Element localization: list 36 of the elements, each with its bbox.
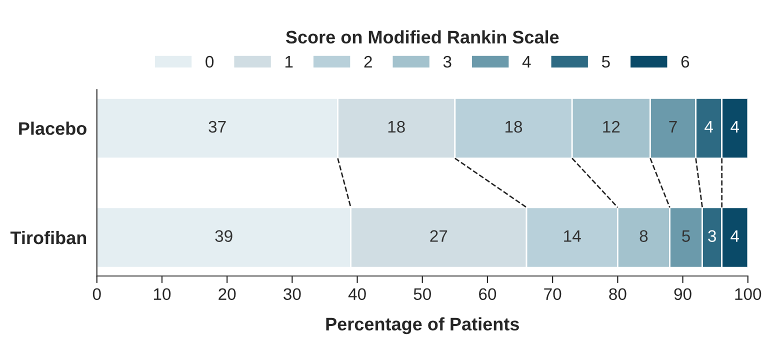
legend-label: 2 xyxy=(364,56,372,68)
x-tick-label: 90 xyxy=(674,288,692,300)
x-tick-label: 40 xyxy=(348,288,366,300)
legend-label: 4 xyxy=(522,56,531,68)
data-label: 18 xyxy=(506,120,522,133)
legend-label: 6 xyxy=(681,56,690,68)
data-label: 4 xyxy=(730,121,739,133)
data-label: 18 xyxy=(388,120,405,133)
y-tick-label: Tirofiban xyxy=(10,230,86,244)
legend-label: 0 xyxy=(206,56,214,68)
data-label: 3 xyxy=(708,230,716,242)
x-tick-label: 100 xyxy=(735,288,762,300)
data-label: 8 xyxy=(640,230,648,242)
legend-title: Score on Modified Rankin Scale xyxy=(286,30,559,44)
x-tick-label: 10 xyxy=(154,288,171,300)
data-label: 4 xyxy=(704,121,713,133)
legend-label: 5 xyxy=(602,56,610,68)
x-tick-label: 0 xyxy=(92,288,101,300)
data-label: 27 xyxy=(430,230,448,242)
x-tick-label: 20 xyxy=(218,288,236,300)
x-tick-label: 50 xyxy=(414,288,431,300)
x-tick-label: 70 xyxy=(544,288,562,300)
data-label: 39 xyxy=(215,230,232,242)
data-label: 5 xyxy=(682,230,690,242)
y-tick-label: Placebo xyxy=(19,122,86,135)
legend-label: 3 xyxy=(443,56,452,68)
x-axis-title: Percentage of Patients xyxy=(326,317,519,334)
data-label: 12 xyxy=(603,120,620,133)
x-tick-label: 30 xyxy=(284,288,301,300)
x-tick-label: 80 xyxy=(609,288,626,300)
data-label: 14 xyxy=(564,230,581,242)
x-tick-label: 60 xyxy=(479,288,496,300)
data-label: 7 xyxy=(669,121,677,133)
legend-label: 1 xyxy=(285,56,293,68)
data-label: 37 xyxy=(208,120,226,133)
data-label: 4 xyxy=(730,230,739,242)
